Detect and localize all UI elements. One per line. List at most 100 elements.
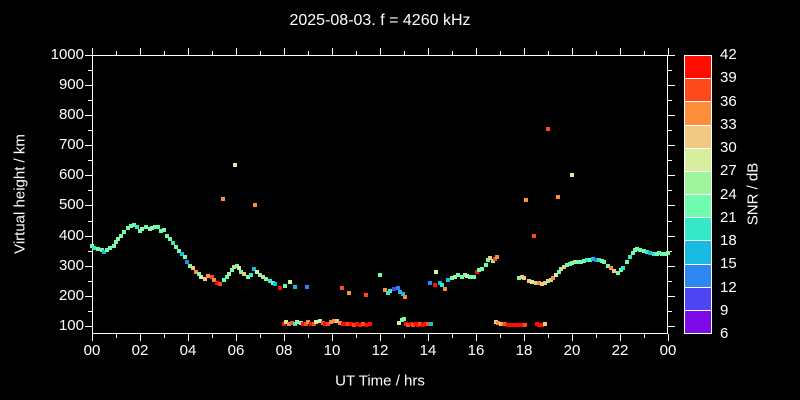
data-point — [452, 274, 457, 279]
data-point — [553, 273, 558, 278]
axis-tick — [88, 70, 92, 71]
data-point — [411, 323, 416, 327]
data-point — [618, 268, 623, 273]
data-point — [140, 226, 145, 231]
axis-tick — [85, 205, 92, 206]
data-point — [337, 320, 342, 325]
data-point — [642, 249, 646, 254]
data-point — [318, 319, 322, 324]
x-tick-label: 22 — [611, 342, 629, 359]
data-point — [292, 322, 297, 327]
data-point — [325, 321, 330, 326]
data-point — [428, 322, 433, 327]
data-point — [508, 323, 513, 327]
data-point — [399, 318, 404, 323]
axis-tick — [668, 85, 675, 86]
axis-tick — [85, 236, 92, 237]
data-point — [582, 259, 586, 264]
axis-tick — [356, 334, 357, 338]
axis-tick — [428, 334, 429, 341]
data-point — [493, 320, 498, 324]
data-point — [104, 248, 109, 252]
data-point — [446, 278, 451, 283]
axis-tick — [500, 334, 501, 338]
data-point — [303, 321, 308, 326]
axis-tick — [284, 48, 285, 55]
data-point — [220, 196, 225, 201]
axis-tick — [88, 190, 92, 191]
axis-tick — [668, 55, 675, 56]
data-point — [576, 259, 580, 264]
data-point — [490, 258, 495, 263]
axis-tick — [668, 334, 669, 341]
axis-tick — [476, 334, 477, 341]
axis-tick — [668, 296, 675, 297]
data-point — [434, 270, 439, 274]
colorbar-tick-label: 12 — [720, 279, 737, 296]
y-tick-label: 500 — [58, 196, 84, 213]
data-point — [348, 321, 353, 326]
data-point — [227, 272, 232, 277]
data-point — [456, 273, 460, 278]
colorbar-segment — [685, 56, 711, 79]
data-point — [660, 251, 664, 256]
data-point — [164, 234, 169, 239]
data-point — [522, 322, 527, 327]
data-point — [301, 322, 306, 327]
data-point — [486, 257, 490, 262]
data-point — [546, 279, 550, 284]
data-point — [206, 273, 211, 278]
data-point — [462, 272, 467, 277]
data-point — [572, 260, 577, 265]
data-point — [397, 290, 402, 295]
data-point — [556, 194, 561, 199]
axis-tick — [260, 51, 261, 55]
axis-tick — [164, 334, 165, 338]
axis-tick — [476, 48, 477, 55]
data-point — [99, 248, 104, 252]
data-point — [277, 286, 282, 291]
colorbar-segment — [685, 217, 711, 241]
data-point — [551, 276, 556, 281]
data-point — [625, 260, 630, 265]
axis-tick — [88, 251, 92, 252]
data-point — [418, 322, 423, 327]
axis-tick — [85, 326, 92, 327]
x-tick-label: 16 — [467, 342, 485, 359]
chart-title: 2025-08-03. f = 4260 kHz — [289, 12, 471, 29]
data-point — [505, 322, 510, 327]
data-point — [199, 275, 204, 280]
axis-tick — [668, 70, 672, 71]
axis-tick — [668, 266, 675, 267]
axis-tick — [85, 175, 92, 176]
axis-tick — [236, 334, 237, 341]
colorbar-tick-label: 39 — [720, 69, 737, 86]
x-tick-label: 00 — [659, 342, 677, 359]
axis-tick — [644, 51, 645, 55]
y-tick-label: 400 — [58, 227, 84, 244]
axis-tick — [85, 85, 92, 86]
data-point — [517, 276, 522, 280]
y-tick-label: 600 — [58, 166, 84, 183]
data-point — [314, 320, 319, 325]
data-point — [526, 279, 531, 284]
data-point — [258, 273, 262, 277]
data-point — [519, 323, 524, 327]
axis-tick — [88, 160, 92, 161]
axis-tick — [668, 311, 672, 312]
data-point — [511, 323, 516, 327]
data-point — [253, 203, 258, 208]
data-point — [210, 275, 214, 280]
data-point — [450, 276, 454, 281]
x-tick-label: 18 — [515, 342, 533, 359]
colorbar-segment — [685, 263, 711, 287]
data-point — [579, 260, 584, 265]
axis-tick — [668, 251, 672, 252]
axis-tick — [668, 130, 672, 131]
data-point — [331, 318, 336, 323]
axis-ticks-layer — [85, 48, 675, 341]
y-tick-label: 1000 — [50, 46, 84, 63]
axis-tick — [404, 334, 405, 338]
data-point — [594, 257, 598, 262]
